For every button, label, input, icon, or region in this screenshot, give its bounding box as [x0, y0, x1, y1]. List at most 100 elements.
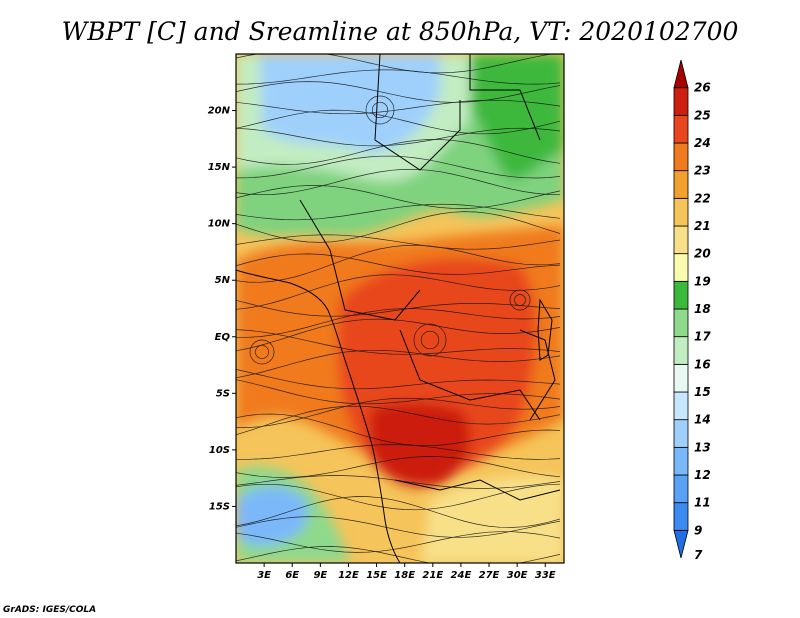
streamline	[236, 531, 561, 553]
colorbar-segment	[673, 391, 689, 421]
y-tick-label: 5N	[215, 275, 231, 286]
streamline-vortex	[420, 330, 440, 350]
streamline	[236, 483, 561, 511]
streamline	[236, 329, 561, 355]
streamline-vortex	[365, 95, 395, 125]
streamline	[236, 253, 561, 275]
streamline	[236, 496, 561, 528]
streamline	[236, 308, 561, 338]
streamline-vortex	[249, 339, 275, 365]
colorbar-label: 26	[694, 81, 711, 95]
colorbar-segment	[673, 170, 689, 199]
streamline	[236, 211, 561, 243]
lake-east	[537, 298, 553, 361]
colorbar-label: 11	[694, 496, 711, 510]
colorbar-segment	[673, 114, 689, 144]
streamline	[236, 155, 561, 179]
x-tick-label: 18E	[394, 570, 415, 581]
border-central-1	[299, 199, 421, 321]
y-axis: 20N 15N 10N 5N EQ 5S 10S 15S	[208, 106, 236, 512]
x-axis: 3E 6E 9E 12E 15E 18E 21E 24E 27E 30E 33E	[257, 563, 556, 581]
x-tick-label: 33E	[535, 570, 556, 581]
colorbar-label: 7	[694, 548, 703, 562]
streamline	[236, 127, 561, 147]
streamline	[236, 456, 561, 478]
y-tick-label: 10N	[208, 219, 231, 230]
y-tick-label: 10S	[209, 445, 230, 456]
hottest-core-region	[370, 402, 471, 487]
colorbar-label: 19	[694, 274, 711, 288]
streamline	[236, 516, 561, 538]
west-africa-coast	[236, 269, 401, 563]
x-tick-label: 27E	[479, 570, 500, 581]
colorbar-segment	[673, 529, 689, 559]
streamline	[236, 244, 561, 283]
colorbar-label: 9	[694, 523, 702, 537]
colorbar-segment	[673, 197, 689, 227]
colorbar-segment	[673, 142, 689, 172]
streamline	[236, 405, 561, 436]
colorbar-segment	[673, 502, 689, 531]
credit-label: GrADS: IGES/COLA	[3, 605, 96, 615]
chart-title: WBPT [C] and Sreamline at 850hPa, VT: 20…	[62, 17, 739, 46]
streamline	[236, 299, 561, 317]
streamline-vortex	[413, 323, 447, 357]
streamline	[236, 475, 561, 489]
y-tick-label: 20N	[208, 106, 231, 117]
coastlines	[236, 54, 561, 563]
streamline	[236, 234, 561, 250]
x-tick-label: 9E	[313, 570, 327, 581]
streamline	[236, 81, 561, 103]
y-tick-label: 5S	[216, 388, 230, 399]
colorbar-label: 18	[694, 302, 711, 316]
colorbar-label: 17	[694, 330, 711, 344]
border-central-2	[399, 329, 541, 421]
x-tick-label: 21E	[422, 570, 443, 581]
streamline	[236, 69, 561, 85]
streamline	[236, 54, 555, 74]
x-tick-label: 30E	[507, 570, 528, 581]
streamline	[236, 444, 561, 460]
border-east	[519, 329, 556, 421]
streamlines	[236, 54, 561, 563]
colorbar-label: 13	[694, 440, 711, 454]
wbpt-field	[236, 54, 564, 563]
colorbar-label: 23	[694, 164, 711, 178]
colorbar-segment	[673, 363, 689, 393]
colorbar-label: 12	[694, 468, 711, 482]
y-tick-label: 15N	[208, 162, 231, 173]
streamline-vortex	[371, 101, 389, 119]
colorbar-segment	[673, 225, 689, 255]
colorbar-segment	[673, 87, 689, 116]
south-blue-region	[236, 486, 309, 546]
north-blue-region	[260, 54, 440, 152]
colorbar-segment	[673, 446, 689, 476]
colorbar-label: 22	[694, 191, 711, 205]
streamline-vortex	[255, 345, 269, 359]
streamline	[236, 369, 561, 390]
streamline-vortex	[509, 289, 531, 311]
streamline	[236, 546, 561, 563]
x-tick-label: 12E	[338, 570, 359, 581]
colorbar-segment	[673, 336, 689, 365]
colorbar-segment	[673, 474, 689, 504]
colorbar-segment	[673, 59, 689, 89]
streamline	[236, 169, 561, 196]
streamline	[236, 274, 561, 310]
x-tick-label: 24E	[451, 570, 472, 581]
border-south	[394, 479, 561, 501]
colorbar-label: 21	[694, 219, 711, 233]
north-east-green-region	[470, 54, 564, 180]
streamline-vortex	[514, 294, 526, 306]
x-tick-label: 15E	[366, 570, 387, 581]
streamline	[236, 139, 561, 165]
colorbar-label: 24	[694, 136, 711, 150]
x-tick-label: 3E	[257, 570, 271, 581]
border-north-1	[374, 54, 461, 171]
x-tick-label: 6E	[285, 570, 299, 581]
streamline	[236, 185, 561, 209]
colorbar-label: 20	[694, 247, 711, 261]
colorbar-label: 16	[694, 357, 711, 371]
colorbar-segment	[673, 253, 689, 282]
